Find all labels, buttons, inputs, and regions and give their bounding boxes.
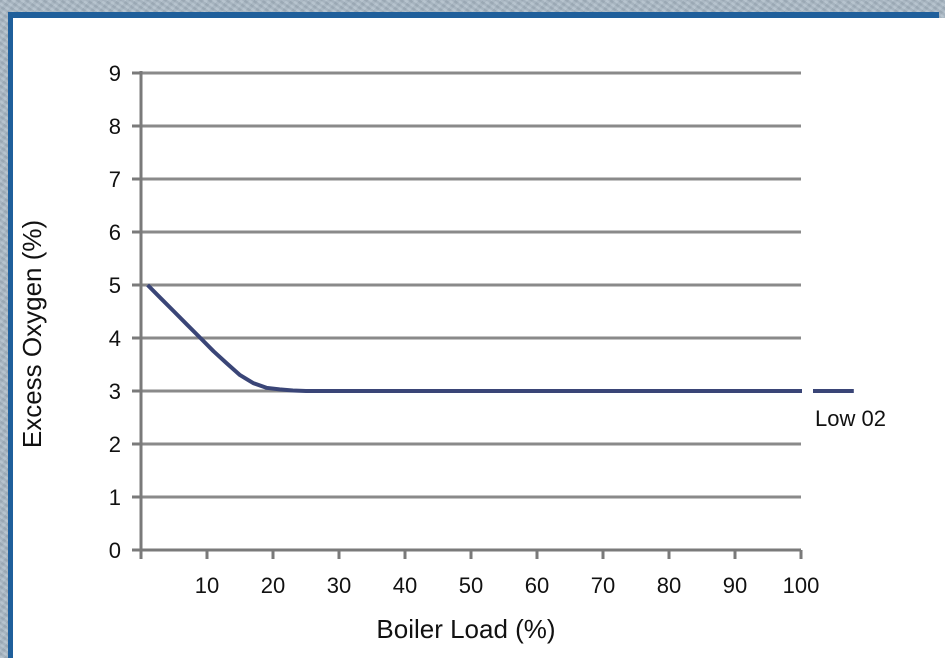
- x-tick-label-90: 90: [723, 573, 747, 598]
- line-chart: 10 20 30 40 50 60 70 80 90 100 0 1 2 3 4 5 6 7 8 9 Boiler …: [17, 61, 886, 644]
- x-tick-label-40: 40: [393, 573, 417, 598]
- y-axis-ticks: 0 1 2 3 4 5 6 7 8 9: [109, 61, 141, 563]
- x-tick-label-50: 50: [459, 573, 483, 598]
- y-tick-label-5: 5: [109, 273, 121, 298]
- x-tick-label-30: 30: [327, 573, 351, 598]
- x-tick-label-100: 100: [783, 573, 820, 598]
- y-tick-label-0: 0: [109, 538, 121, 563]
- x-tick-label-20: 20: [261, 573, 285, 598]
- y-tick-label-8: 8: [109, 114, 121, 139]
- y-tick-label-7: 7: [109, 167, 121, 192]
- series-line-gap: [802, 386, 813, 396]
- y-tick-label-2: 2: [109, 432, 121, 457]
- series-lines: [146, 283, 854, 396]
- y-tick-label-3: 3: [109, 379, 121, 404]
- y-axis-label: Excess Oxygen (%): [17, 220, 47, 448]
- x-tick-label-60: 60: [525, 573, 549, 598]
- series-label-low-o2: Low 02: [815, 406, 886, 431]
- axes: [132, 71, 801, 559]
- y-tick-label-9: 9: [109, 61, 121, 86]
- x-tick-label-70: 70: [591, 573, 615, 598]
- chart-panel: 10 20 30 40 50 60 70 80 90 100 0 1 2 3 4 5 6 7 8 9 Boiler …: [13, 18, 945, 658]
- x-tick-label-10: 10: [195, 573, 219, 598]
- x-axis-ticks: 10 20 30 40 50 60 70 80 90 100: [139, 550, 820, 598]
- gridlines: [141, 71, 801, 499]
- series-line-0: [146, 283, 854, 393]
- y-tick-label-6: 6: [109, 220, 121, 245]
- y-tick-label-1: 1: [109, 485, 121, 510]
- x-tick-label-80: 80: [657, 573, 681, 598]
- y-tick-label-4: 4: [109, 326, 121, 351]
- x-axis-label: Boiler Load (%): [376, 614, 555, 644]
